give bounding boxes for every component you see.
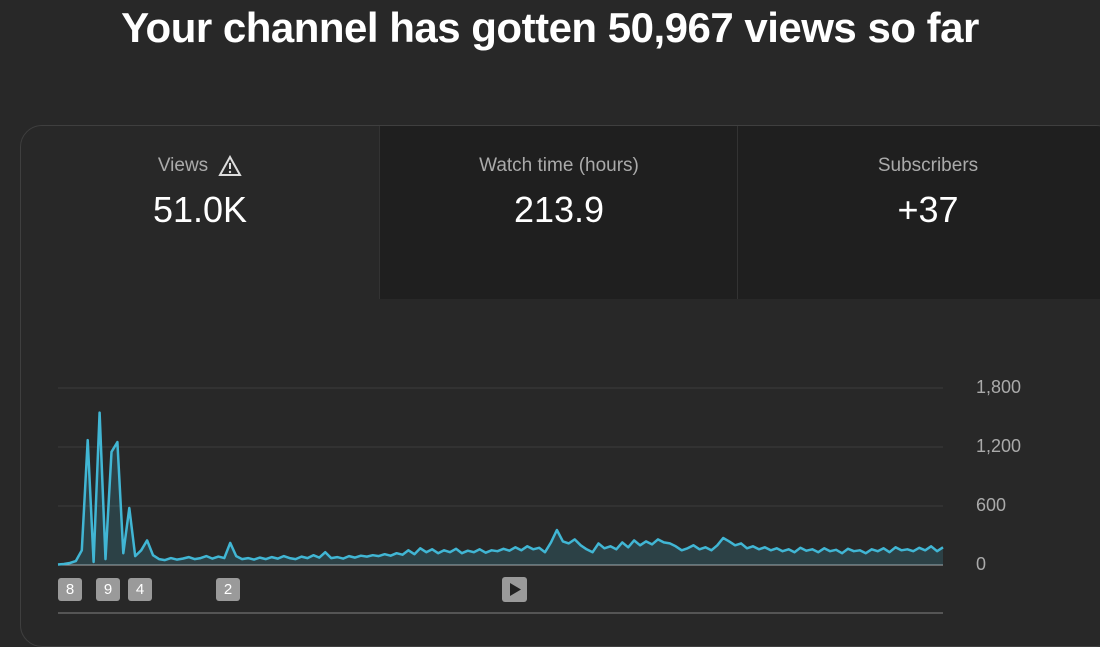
tab-subscribers[interactable]: Subscribers +37 — [737, 126, 1100, 299]
area — [58, 412, 943, 565]
tab-value: 51.0K — [152, 189, 248, 230]
annotation-label: 9 — [104, 581, 112, 598]
annotation-badge — [216, 578, 240, 601]
annotation-badge — [128, 578, 152, 601]
play-icon — [510, 583, 521, 596]
y-tick-label: 1,800 — [976, 377, 1021, 397]
tab-value: +37 — [897, 189, 959, 230]
tab-label: Watch time (hours) — [479, 155, 639, 176]
tab-watch-time[interactable]: Watch time (hours) 213.9 — [379, 126, 738, 299]
annotation-badge — [58, 578, 82, 601]
y-tick-label: 600 — [976, 495, 1006, 515]
page: Your channel has gotten 50,967 views so … — [20, 4, 1100, 647]
tab-value: 213.9 — [513, 189, 605, 230]
chart: 0 600 1,200 1,800 8 9 4 2 — [57, 377, 1021, 614]
y-tick-label: 0 — [976, 554, 986, 574]
analytics-card: Views 51.0K Watch time (hours) 213.9 Sub… — [20, 125, 1100, 647]
annotation-label: 4 — [136, 581, 144, 598]
annotation-label: 2 — [224, 581, 232, 598]
annotation-label: 8 — [66, 581, 74, 598]
page-title: Your channel has gotten 50,967 views so … — [121, 4, 979, 51]
y-tick-label: 1,200 — [976, 436, 1021, 456]
warning-icon — [218, 155, 242, 176]
tab-label: Subscribers — [877, 155, 979, 176]
tab-views[interactable]: Views 51.0K — [21, 126, 379, 299]
tab-label: Views — [157, 155, 209, 176]
line — [57, 411, 944, 566]
annotation-badge — [96, 578, 120, 601]
